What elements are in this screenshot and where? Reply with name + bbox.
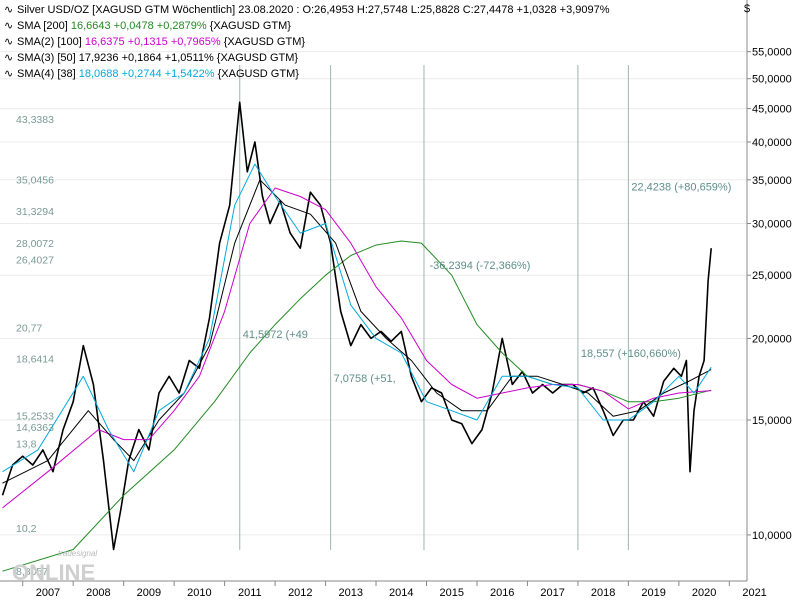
- level-label: 43,3383: [16, 114, 54, 126]
- level-label: 14,6363: [16, 422, 54, 434]
- x-tick-label: 2010: [187, 587, 211, 599]
- x-tick-label: 2018: [591, 587, 615, 599]
- x-tick-label: 2017: [540, 587, 564, 599]
- measurement-annotation: 41,5972 (+49: [243, 329, 308, 341]
- measurement-lines: [239, 65, 629, 550]
- level-label: 35,0456: [16, 174, 54, 186]
- annotations-layer: 22,4238 (+80,659%) -36,2394 (-72,366%) 41,…: [243, 181, 732, 385]
- x-tick-label: 2011: [238, 587, 262, 599]
- measurement-annotation: 22,4238 (+80,659%): [631, 181, 731, 193]
- x-tick-label: 2019: [641, 587, 665, 599]
- x-tick-label: 2007: [36, 587, 60, 599]
- level-label: 8,8057: [16, 566, 48, 578]
- y-tick-label: 35,0000: [752, 175, 792, 187]
- y-tick-label: 20,0000: [752, 333, 792, 345]
- wave-icon: ∿: [4, 36, 14, 48]
- tradesignal-logo: tradesignal ONLINE: [12, 549, 97, 585]
- y-tick-label: 45,0000: [752, 104, 792, 116]
- legend-sma-38[interactable]: ∿ SMA(4) [38] 18,0688 +0,2744 +1,5422% {X…: [4, 68, 299, 80]
- x-tick-label: 2012: [288, 587, 312, 599]
- level-label: 28,0072: [16, 238, 54, 250]
- level-label: 20,77: [16, 323, 42, 335]
- x-tick-label: 2020: [692, 587, 716, 599]
- measurement-annotation: 7,0758 (+51,: [334, 373, 396, 385]
- x-tick-label: 2016: [490, 587, 514, 599]
- level-labels: 43,3383 35,0456 31,3294 28,0072 26,4027 20,77…: [16, 114, 54, 578]
- series-line-2: [2, 187, 712, 509]
- level-label: 15,2533: [16, 410, 54, 422]
- x-tick-label: 2009: [137, 587, 161, 599]
- legend-sma-100[interactable]: ∿ SMA(2) [100] 16,6375 +0,1315 +0,7965% {…: [4, 36, 306, 48]
- x-tick-label: 2014: [389, 587, 413, 599]
- grid-layer: [0, 51, 747, 536]
- y-tick-label: 25,0000: [752, 270, 792, 282]
- legend-sma-50[interactable]: ∿ SMA(3) [50] 17,9236 +0,1864 +1,0511% {X…: [4, 52, 299, 64]
- wave-icon: ∿: [4, 52, 14, 64]
- y-tick-label: 10,0000: [752, 530, 792, 542]
- y-axis: $ 55,0000 50,0000 45,0000 40,0000 35,0000 30,…: [744, 0, 792, 581]
- watermark-small-text: tradesignal: [58, 549, 97, 558]
- legend-sma-200[interactable]: ∿ SMA [200] 16,6643 +0,0478 +0,2879% {XAG…: [4, 20, 291, 32]
- level-label: 26,4027: [16, 255, 54, 267]
- x-tick-label: 2013: [339, 587, 363, 599]
- chart-title: ∿ Silver USD/OZ [XAGUSD GTM Wöchentlich] …: [4, 4, 610, 16]
- y-tick-label: 50,0000: [752, 74, 792, 86]
- currency-symbol: $: [744, 3, 750, 15]
- chart-legend: ∿ Silver USD/OZ [XAGUSD GTM Wöchentlich] …: [4, 2, 610, 82]
- y-tick-label: 40,0000: [752, 137, 792, 149]
- wave-icon: ∿: [4, 4, 14, 16]
- series-line-1: [2, 240, 712, 572]
- x-axis: 2007 2008 2009 2010 2011 2012 2013 2014 2015 2016…: [0, 580, 767, 599]
- wave-icon: ∿: [4, 20, 14, 32]
- y-tick-label: 15,0000: [752, 415, 792, 427]
- y-tick-label: 55,0000: [752, 47, 792, 59]
- wave-icon: ∿: [4, 68, 14, 80]
- x-tick-label: 2015: [439, 587, 463, 599]
- series-layer: [1, 101, 712, 572]
- x-tick-label: 2021: [742, 587, 766, 599]
- x-tick-label: 2008: [86, 587, 110, 599]
- level-label: 31,3294: [16, 206, 54, 218]
- watermark-large-text: ONLINE: [12, 560, 95, 585]
- level-label: 13,8: [16, 439, 37, 451]
- measurement-annotation: 18,557 (+160,660%): [581, 348, 681, 360]
- level-label: 10,2: [16, 523, 37, 535]
- level-label: 18,6414: [16, 353, 54, 365]
- series-line-4: [2, 163, 712, 473]
- y-tick-label: 30,0000: [752, 219, 792, 231]
- measurement-annotation: -36,2394 (-72,366%): [429, 260, 530, 272]
